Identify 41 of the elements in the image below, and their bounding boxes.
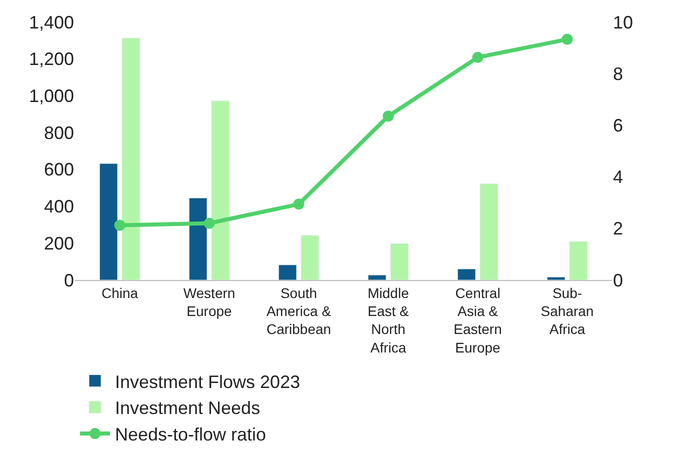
y2-tick-label: 0 [613, 270, 624, 290]
bar [122, 38, 140, 280]
y-tick-label: 1,400 [28, 12, 74, 32]
legend-label: Investment Flows 2023 [115, 372, 300, 392]
point [382, 110, 394, 122]
x-tick-label: Central Asia & Eastern Europe [454, 284, 502, 356]
y-tick-label: 200 [44, 233, 74, 254]
x-tick-label: South America & Caribbean [266, 284, 332, 338]
y2-tick-label: 8 [613, 64, 624, 84]
bar [546, 276, 566, 280]
point [293, 198, 304, 210]
bar [390, 243, 409, 280]
y-tick-label: 1,200 [28, 49, 74, 70]
y-tick-label: 1,000 [28, 86, 74, 106]
bar [457, 268, 476, 280]
y-tick-label: 400 [44, 196, 74, 217]
bar [569, 241, 588, 280]
bar [99, 163, 118, 280]
bar [480, 184, 498, 280]
legend-label: Investment Needs [115, 398, 260, 418]
bar [368, 274, 386, 280]
y2-tick-label: 4 [613, 167, 624, 188]
y2-tick-label: 6 [613, 116, 624, 136]
x-tick-label: Sub-Saharan Africa [540, 284, 594, 338]
point [114, 220, 126, 231]
x-tick-label: Western Europe [183, 284, 236, 319]
y-tick-label: 600 [44, 160, 74, 180]
y2-tick-label: 10 [613, 12, 634, 32]
point [562, 34, 573, 45]
legend-label: Needs-to-flow ratio [115, 424, 266, 445]
y2-tick-label: 2 [613, 218, 624, 239]
point [472, 52, 484, 63]
x-tick-label: China [101, 284, 138, 301]
x-tick-label: Middle East & North Africa [368, 284, 410, 356]
bar [188, 198, 208, 280]
bar [278, 264, 297, 280]
bar [300, 235, 320, 280]
y-tick-label: 0 [64, 270, 74, 290]
point [204, 218, 215, 229]
y-tick-label: 800 [44, 122, 74, 143]
bar [211, 100, 230, 280]
